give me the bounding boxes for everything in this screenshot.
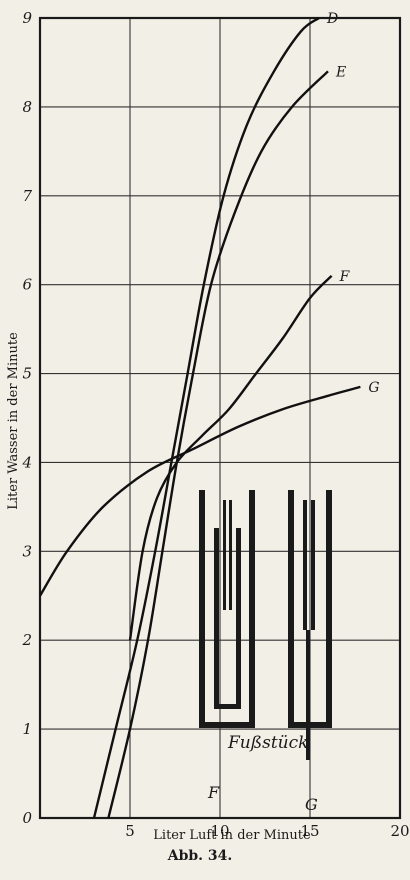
inset-label-f: F	[207, 783, 220, 802]
inset-f-bottom	[199, 722, 255, 728]
inset-f-inner-tube-2	[236, 528, 241, 708]
inset-foot-label: Fußstück	[227, 733, 308, 753]
inset-g-right-wall	[326, 490, 332, 728]
y-tick-label-9: 9	[22, 9, 32, 27]
curve-f	[128, 274, 333, 641]
apparatus-inset: F G Fußstück	[199, 490, 332, 814]
curve-label-f: F	[339, 269, 351, 285]
x-tick-label-15: 15	[300, 822, 319, 840]
x-tick-label-10: 10	[210, 822, 229, 840]
inset-g-pipe-2	[311, 500, 315, 630]
y-axis-title: Liter Wasser in der Minute	[6, 332, 21, 510]
inset-f-right-wall	[249, 490, 255, 728]
inset-f-inner-tube-1	[214, 528, 219, 708]
inset-g-pipe-1	[303, 500, 307, 630]
plot-frame	[38, 16, 402, 820]
curve-label-e: E	[335, 64, 346, 80]
y-tick-label-6: 6	[22, 276, 32, 294]
x-tick-label-20: 20	[390, 822, 409, 840]
y-tick-label-5: 5	[22, 365, 32, 383]
x-tick-label-5: 5	[125, 822, 135, 840]
curve-g	[38, 385, 361, 597]
y-tick-label-7: 7	[22, 187, 32, 205]
curves: D E F G	[38, 11, 380, 819]
grid	[38, 16, 402, 820]
y-tick-label-0: 0	[22, 809, 32, 827]
tick-labels: 0 1 2 3 4 5 6 7 8 9 5 10 15 20	[21, 9, 409, 840]
curve-d	[92, 16, 320, 819]
inset-g-stem	[306, 630, 310, 760]
inset-g-left-wall	[288, 490, 294, 728]
inset-f-inner-bottom	[214, 704, 241, 709]
y-tick-label-4: 4	[21, 453, 32, 471]
inset-f-pipe-2	[229, 500, 232, 610]
y-tick-label-1: 1	[22, 720, 32, 738]
x-axis-title: Liter Luft in der Minute	[153, 828, 311, 843]
y-tick-label-3: 3	[22, 542, 32, 560]
figure-caption: Abb. 34.	[167, 848, 233, 864]
y-tick-label-2: 2	[21, 631, 32, 649]
curve-label-g: G	[368, 380, 379, 396]
inset-f-pipe-1	[223, 500, 226, 610]
y-tick-label-8: 8	[22, 98, 32, 116]
curve-label-d: D	[326, 11, 338, 27]
inset-label-g: G	[305, 795, 318, 814]
curve-e	[107, 70, 329, 819]
inset-f-left-wall	[199, 490, 205, 728]
